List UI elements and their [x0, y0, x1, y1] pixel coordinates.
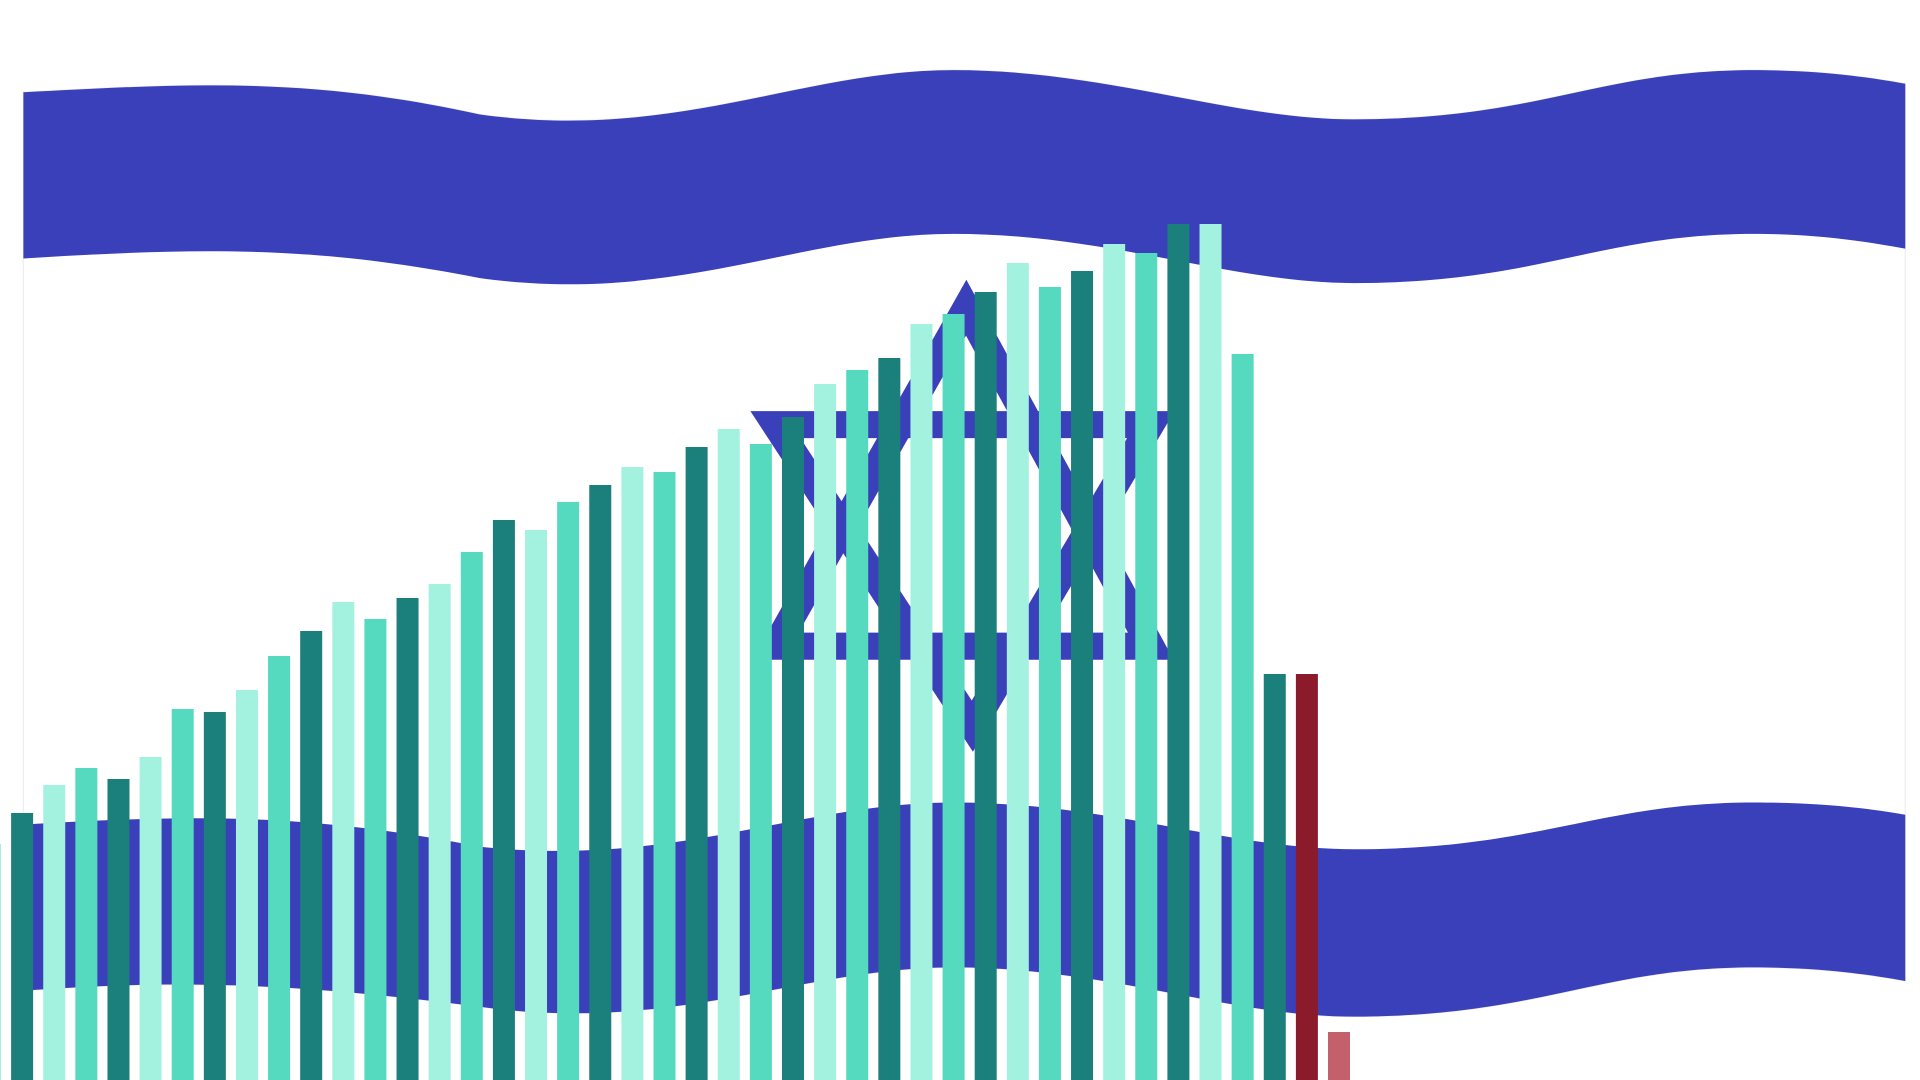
bar — [653, 472, 676, 1080]
bar — [525, 530, 548, 1080]
bar — [0, 844, 1, 1080]
bar — [428, 584, 451, 1080]
bar — [557, 502, 580, 1080]
bar — [1263, 674, 1286, 1080]
bar — [942, 314, 965, 1080]
bar — [1231, 354, 1254, 1080]
bar — [814, 384, 837, 1080]
bar — [332, 602, 355, 1080]
bar — [235, 690, 258, 1080]
bar — [460, 552, 483, 1080]
bar — [300, 631, 323, 1080]
flag-top-stripe — [23, 70, 1906, 285]
bar — [171, 709, 194, 1080]
bar — [1135, 253, 1158, 1080]
bar — [749, 444, 772, 1080]
bar — [846, 370, 869, 1080]
bar — [1167, 224, 1190, 1080]
bar — [1006, 263, 1029, 1080]
bar — [685, 447, 708, 1080]
bar — [781, 417, 804, 1080]
bar — [11, 813, 34, 1080]
bar — [107, 779, 130, 1080]
bar — [396, 598, 419, 1080]
bar — [1295, 674, 1318, 1080]
bar — [621, 467, 644, 1080]
bar — [268, 656, 291, 1080]
bar — [974, 292, 997, 1080]
bar — [492, 520, 515, 1080]
bar — [43, 785, 66, 1080]
bar — [139, 757, 162, 1080]
bar — [717, 429, 740, 1080]
bar — [1199, 224, 1222, 1080]
bars — [0, 224, 1350, 1080]
bar — [910, 324, 933, 1080]
bar — [589, 485, 612, 1080]
bar — [203, 712, 226, 1080]
bar — [1038, 287, 1061, 1080]
bar — [75, 768, 98, 1080]
bar — [878, 358, 901, 1080]
bar — [1071, 271, 1094, 1080]
bar — [1328, 1032, 1350, 1080]
bar — [1103, 244, 1126, 1080]
bar — [364, 619, 387, 1080]
